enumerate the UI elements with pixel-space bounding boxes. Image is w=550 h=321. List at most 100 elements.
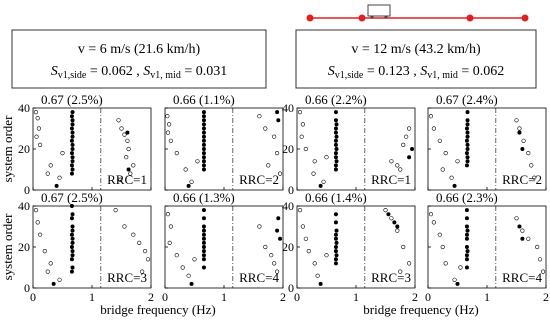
- open-point: [128, 171, 133, 176]
- sub: v1, mid: [427, 70, 458, 81]
- open-point: [514, 118, 519, 123]
- stable-point: [201, 257, 206, 262]
- stable-point: [70, 142, 75, 147]
- stable-point: [465, 130, 470, 135]
- stable-point: [464, 216, 469, 221]
- x-tick-label: 0: [162, 290, 168, 304]
- stable-point: [455, 281, 460, 286]
- y-tick-label: 0: [288, 281, 294, 295]
- stable-point: [333, 118, 338, 123]
- stable-point: [465, 249, 470, 254]
- stable-point: [520, 147, 525, 152]
- y-axis-label: system order: [0, 213, 15, 280]
- stable-point: [465, 147, 470, 152]
- y-tick-label: 40: [282, 101, 294, 115]
- stable-point: [70, 130, 75, 135]
- stable-point: [334, 122, 339, 127]
- x-tick-label: 1: [89, 290, 95, 304]
- stable-point: [464, 253, 469, 258]
- open-point: [168, 138, 173, 143]
- open-point: [125, 138, 130, 143]
- stable-point: [201, 110, 206, 115]
- open-point: [60, 151, 65, 156]
- bridge-icon: [306, 4, 529, 22]
- stable-point: [464, 151, 469, 156]
- stable-point: [333, 212, 338, 217]
- x-tick-label: 2: [412, 290, 418, 304]
- stable-point: [70, 110, 75, 115]
- open-point: [189, 179, 194, 184]
- open-point: [167, 122, 172, 127]
- x-tick-label: 1: [353, 290, 359, 304]
- stable-point: [334, 240, 339, 245]
- spectrum: Sv1,side = 0.062 , Sv1, mid = 0.031: [51, 64, 227, 81]
- open-point: [443, 151, 448, 156]
- open-point: [431, 126, 437, 131]
- stable-point: [201, 208, 206, 213]
- open-point: [395, 163, 400, 168]
- axes-frame: [32, 205, 152, 289]
- stable-point: [464, 245, 469, 250]
- stable-point: [70, 236, 75, 241]
- stable-point: [334, 147, 339, 152]
- open-point: [404, 134, 409, 139]
- spectrum: Sv1,side = 0.123 , Sv1, mid = 0.062: [328, 64, 504, 81]
- stable-point: [333, 142, 338, 147]
- open-point: [48, 261, 53, 266]
- stable-point: [70, 118, 75, 123]
- open-point: [449, 175, 454, 180]
- stable-point: [70, 122, 75, 127]
- stable-point: [69, 232, 74, 237]
- stable-point: [201, 114, 206, 119]
- stable-point: [201, 126, 206, 131]
- open-point: [126, 146, 131, 152]
- sub: v1, mid: [150, 70, 181, 81]
- stable-point: [318, 281, 323, 286]
- open-point: [324, 253, 329, 258]
- stable-point: [275, 228, 280, 233]
- open-point: [275, 269, 280, 274]
- stable-point: [70, 147, 75, 152]
- open-point: [312, 159, 317, 164]
- stable-point: [201, 228, 206, 233]
- open-point: [437, 232, 442, 237]
- stable-point: [464, 163, 469, 168]
- stable-point: [70, 159, 75, 164]
- stable-point: [464, 126, 469, 131]
- stable-point: [334, 134, 339, 139]
- val: = 0.031: [181, 64, 227, 79]
- stable-point: [333, 163, 338, 168]
- stable-point: [201, 138, 206, 143]
- stable-point: [392, 220, 397, 225]
- open-point: [186, 273, 191, 278]
- panel-title: 0.66 (1.3%): [173, 190, 235, 205]
- stable-point: [201, 147, 206, 152]
- y-tick-label: 0: [24, 183, 30, 197]
- stable-point: [201, 142, 206, 147]
- val: = 0.123 ,: [363, 64, 420, 79]
- open-point: [455, 159, 460, 164]
- stable-point: [333, 130, 338, 135]
- stable-point: [201, 155, 206, 160]
- open-point: [514, 216, 519, 221]
- stable-point: [334, 159, 339, 164]
- open-point: [167, 240, 172, 245]
- open-point: [395, 228, 400, 233]
- sub: v1,side: [335, 70, 364, 81]
- speed: v = 12 m/s (43.2 km/h): [351, 42, 481, 57]
- stable-point: [333, 257, 338, 262]
- open-point: [37, 142, 43, 147]
- y-tick-label: 20: [282, 142, 294, 156]
- stable-point: [465, 142, 470, 147]
- stable-point: [278, 236, 283, 241]
- sym: S: [328, 64, 335, 79]
- open-point: [116, 118, 121, 123]
- stable-point: [70, 265, 75, 270]
- open-point: [257, 114, 262, 119]
- stable-point: [452, 183, 457, 188]
- open-point: [517, 126, 522, 131]
- open-point: [131, 232, 136, 237]
- stable-point: [464, 257, 469, 262]
- open-point: [431, 220, 437, 225]
- stable-point: [201, 240, 206, 245]
